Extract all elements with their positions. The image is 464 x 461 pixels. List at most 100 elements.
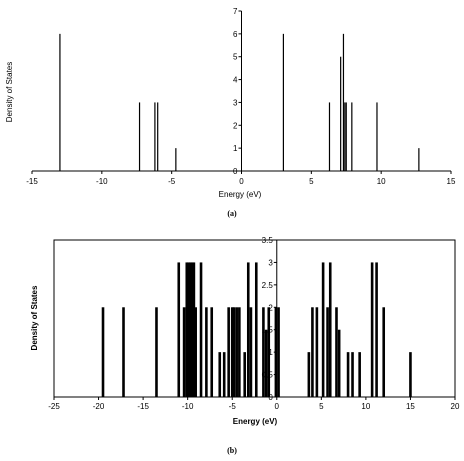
chart-b-bar [409, 352, 412, 397]
chart-b-bar [337, 329, 341, 397]
chart-b-bar [235, 307, 238, 397]
chart-a-y-tick-label: 5 [233, 53, 238, 62]
chart-b-bar [218, 352, 222, 397]
chart-b-x-tick-label: -5 [229, 402, 237, 411]
chart-b-x-tick-label: -15 [137, 402, 149, 411]
chart-a-y-tick-label: 7 [233, 7, 238, 16]
chart-a-y-tick-label: 1 [233, 144, 238, 153]
chart-a-bar [157, 102, 159, 171]
chart-b-bar [232, 307, 236, 397]
chart-b-bar [262, 307, 265, 397]
chart-b-bar [177, 262, 181, 397]
chart-b-bar [382, 307, 386, 397]
chart-b-bar [185, 262, 189, 397]
chart-b-plot-frame [53, 239, 456, 398]
chart-b-bar [274, 307, 278, 397]
chart-a-y-tick-label: 4 [233, 76, 238, 85]
chart-b-x-tick-label: 15 [406, 402, 415, 411]
chart-b-x-tick-label: 0 [275, 402, 280, 411]
chart-b-y-axis-title: Density of States [30, 285, 39, 350]
chart-b-bar [222, 352, 226, 397]
chart-a-bar [328, 102, 331, 171]
chart-a-y-tick-label: 0 [233, 167, 238, 176]
chart-b-bar [243, 352, 246, 397]
chart-a-x-tick-label: 15 [447, 177, 456, 186]
chart-a-y-axis-title: Density of States [5, 62, 14, 122]
chart-a-y-tick-label: 6 [233, 30, 238, 39]
chart-b-bar [264, 329, 268, 397]
chart-b-bar [190, 262, 194, 397]
chart-b-y-tick-label: 0 [268, 393, 273, 402]
chart-b-bar [370, 262, 374, 397]
chart-a-bar [418, 148, 420, 171]
chart-b-bar [189, 262, 192, 397]
chart-a-caption: (a) [227, 209, 237, 218]
chart-b-bar [155, 307, 158, 397]
chart-b-caption: (b) [227, 446, 237, 455]
chart-a-x-tick-label: 0 [239, 177, 244, 186]
chart-a-y-tick-label: 2 [233, 121, 238, 130]
chart-b-bar [277, 307, 280, 397]
chart-b-x-tick-label: -10 [182, 402, 194, 411]
chart-b: Density of States Energy (eV) (b) -25 -20… [30, 236, 460, 455]
chart-a-bar [282, 33, 284, 171]
chart-b-bar [321, 262, 325, 397]
chart-b-x-axis-title: Energy (eV) [233, 417, 278, 426]
chart-a-y-tick-label: 3 [233, 98, 238, 107]
chart-a-bar [175, 148, 177, 171]
chart-a-x-tick-label: -5 [168, 177, 176, 186]
chart-b-x-tick-label: 10 [361, 402, 370, 411]
chart-b-y-tick-label: 3 [268, 258, 273, 267]
chart-b-bar [358, 352, 361, 397]
chart-b-bar [205, 307, 208, 397]
chart-a-x-tick-label: 10 [377, 177, 386, 186]
chart-b-y-tick-label: 2.5 [262, 281, 274, 290]
chart-b-bar [238, 307, 241, 397]
chart-b-bar [326, 307, 329, 397]
chart-a-bar [154, 102, 156, 171]
chart-a-bar [340, 56, 342, 171]
chart-b-bar [328, 262, 332, 397]
chart-a-x-tick-label: -15 [26, 177, 38, 186]
chart-a-x-tick-label: 5 [309, 177, 314, 186]
chart-a-bar [345, 102, 347, 171]
chart-b-bar [199, 262, 203, 397]
chart-b-bar [315, 307, 319, 397]
chart-b-y-tick-label: 2 [268, 303, 273, 312]
chart-b-bar [254, 262, 258, 397]
chart-b-bar [335, 307, 338, 397]
chart-a: Density of States Energy (eV) (a) -15 -10… [5, 7, 456, 218]
chart-a-bar [59, 33, 61, 171]
chart-b-y-tick-label: 1 [268, 348, 273, 357]
chart-b-bar [122, 307, 125, 397]
chart-b-bar [227, 307, 230, 397]
chart-b-bar [267, 307, 271, 397]
chart-a-x-tick-label: -10 [96, 177, 108, 186]
chart-b-bar [230, 307, 234, 397]
chart-a-bar [138, 102, 141, 171]
chart-b-x-tick-label: -25 [48, 402, 60, 411]
chart-b-bar [246, 262, 250, 397]
chart-b-y-tick-label: 3.5 [262, 236, 274, 245]
chart-b-bar [307, 352, 311, 397]
chart-b-bar [351, 352, 354, 397]
chart-b-bar [192, 262, 196, 397]
chart-b-bar [194, 307, 197, 397]
chart-a-bar [342, 33, 345, 171]
chart-b-bar [101, 307, 105, 397]
chart-b-x-tick-label: -20 [93, 402, 105, 411]
chart-b-bar [249, 307, 253, 397]
chart-a-bar [344, 102, 346, 171]
chart-b-bar [375, 262, 378, 397]
chart-a-bar [351, 102, 353, 171]
chart-a-x-axis-title: Energy (eV) [219, 190, 262, 199]
chart-b-bar [210, 307, 214, 397]
chart-b-bar [187, 262, 190, 397]
chart-b-bar [182, 307, 186, 397]
chart-b-bar [311, 307, 314, 397]
chart-b-x-tick-label: 5 [319, 402, 324, 411]
chart-a-bar [376, 102, 378, 171]
chart-b-bar [346, 352, 350, 397]
chart-b-x-tick-label: 20 [451, 402, 460, 411]
